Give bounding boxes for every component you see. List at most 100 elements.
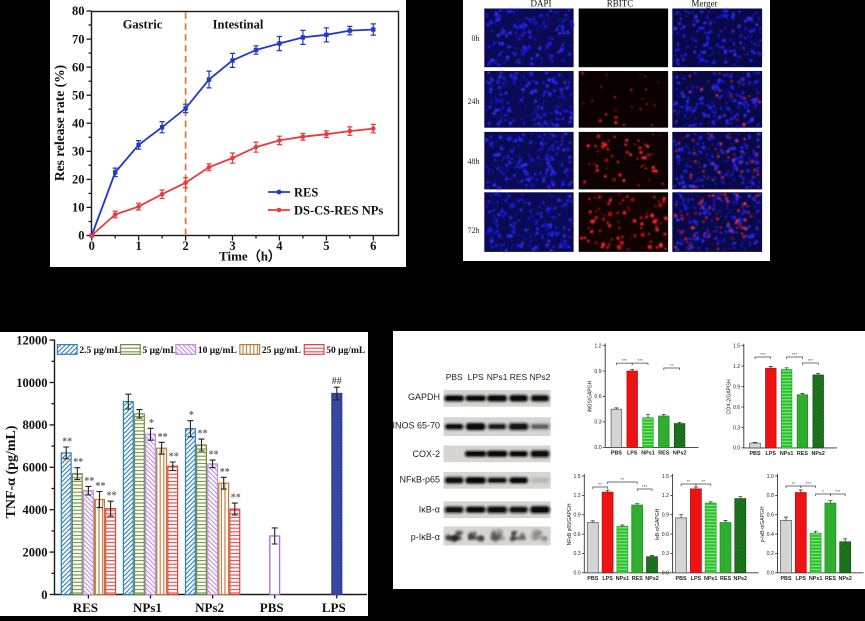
svg-text:NFκB-p65: NFκB-p65	[399, 474, 440, 484]
svg-text:0.9: 0.9	[573, 513, 580, 519]
svg-text:12000: 12000	[16, 333, 47, 347]
svg-text:**: **	[702, 479, 706, 484]
svg-text:0: 0	[78, 229, 84, 243]
svg-text:NPs1: NPs1	[641, 450, 655, 456]
svg-text:NPs1: NPs1	[133, 600, 162, 615]
svg-text:NPs1: NPs1	[616, 576, 630, 582]
svg-text:10 μg/mL: 10 μg/mL	[198, 346, 237, 356]
svg-text:RES: RES	[720, 576, 731, 582]
svg-text:LPS: LPS	[602, 576, 613, 582]
svg-text:LPS: LPS	[627, 450, 638, 456]
svg-text:PBS: PBS	[260, 600, 284, 615]
svg-text:24h: 24h	[468, 97, 480, 106]
svg-text:p-IκB-α/GAPGH: p-IκB-α/GAPGH	[760, 506, 766, 542]
svg-text:DAPI: DAPI	[530, 0, 551, 9]
svg-text:4000: 4000	[23, 503, 48, 517]
svg-text:0.3: 0.3	[662, 551, 669, 557]
svg-text:NPs2: NPs2	[530, 372, 551, 382]
svg-text:0.3: 0.3	[733, 425, 740, 431]
svg-text:PBS: PBS	[446, 372, 463, 382]
svg-text:50 μg/mL: 50 μg/mL	[326, 346, 365, 356]
svg-text:0.0: 0.0	[662, 571, 669, 577]
svg-text:LPS: LPS	[691, 576, 702, 582]
svg-text:NPs1: NPs1	[809, 576, 823, 582]
svg-text:**: **	[598, 482, 602, 487]
svg-text:GAPDH: GAPDH	[408, 392, 440, 402]
svg-text:10: 10	[72, 201, 85, 215]
svg-text:4: 4	[276, 239, 283, 253]
svg-text:COX-2: COX-2	[412, 449, 440, 459]
svg-text:PBS: PBS	[749, 451, 760, 457]
svg-text:*: *	[149, 418, 154, 429]
svg-text:Intestinal: Intestinal	[213, 18, 264, 32]
svg-text:***: ***	[835, 489, 841, 494]
svg-text:iNOS/GAPGH: iNOS/GAPGH	[588, 380, 594, 412]
svg-text:***: ***	[806, 481, 812, 486]
svg-text:Merger: Merger	[691, 0, 717, 9]
svg-text:0: 0	[89, 239, 95, 253]
svg-text:0.9: 0.9	[662, 513, 669, 519]
svg-text:**: **	[220, 467, 230, 478]
svg-text:**: **	[792, 481, 796, 486]
svg-text:IκB-α/GAPGH: IκB-α/GAPGH	[655, 508, 661, 540]
svg-text:LPS: LPS	[322, 600, 346, 615]
svg-text:20: 20	[72, 173, 85, 187]
svg-text:**: **	[231, 493, 241, 504]
svg-text:0.0: 0.0	[767, 571, 774, 577]
svg-text:NPs2: NPs2	[645, 576, 659, 582]
svg-text:Res release rate (%): Res release rate (%)	[52, 65, 67, 181]
svg-text:0.3: 0.3	[594, 420, 601, 426]
svg-text:***: ***	[642, 484, 648, 489]
svg-text:LPS: LPS	[766, 451, 777, 457]
svg-text:NPs2: NPs2	[811, 451, 825, 457]
svg-text:RES: RES	[73, 600, 98, 615]
svg-text:0.6: 0.6	[594, 394, 601, 400]
svg-text:70: 70	[72, 32, 85, 46]
svg-text:Gastric: Gastric	[123, 18, 163, 32]
svg-text:1.2: 1.2	[594, 343, 601, 349]
svg-text:RES: RES	[658, 450, 669, 456]
svg-text:0.6: 0.6	[767, 513, 774, 519]
svg-text:NPs2: NPs2	[734, 576, 748, 582]
svg-text:***: ***	[760, 352, 766, 357]
svg-text:RES: RES	[632, 576, 643, 582]
svg-text:NPs2: NPs2	[673, 450, 687, 456]
svg-text:***: ***	[637, 358, 643, 363]
svg-text:1.5: 1.5	[573, 474, 580, 480]
svg-text:0.0: 0.0	[573, 571, 580, 577]
svg-text:0.2: 0.2	[767, 551, 774, 557]
svg-text:6: 6	[370, 239, 376, 253]
svg-text:5: 5	[323, 239, 329, 253]
svg-text:0.0: 0.0	[733, 446, 740, 452]
svg-text:RBITC: RBITC	[607, 0, 634, 9]
svg-text:**: **	[209, 450, 219, 461]
svg-text:LPS: LPS	[468, 372, 484, 382]
svg-text:NPs2: NPs2	[195, 600, 224, 615]
svg-text:60: 60	[72, 60, 85, 74]
svg-text:NPs1: NPs1	[487, 372, 508, 382]
svg-text:PBS: PBS	[611, 450, 622, 456]
svg-text:**: **	[96, 481, 106, 492]
svg-text:40: 40	[72, 116, 85, 130]
svg-text:NPs1: NPs1	[704, 576, 718, 582]
svg-text:50: 50	[72, 88, 85, 102]
svg-text:0.6: 0.6	[662, 532, 669, 538]
svg-text:10000: 10000	[16, 376, 47, 390]
svg-text:**: **	[84, 476, 94, 487]
svg-text:PBS: PBS	[676, 576, 687, 582]
svg-text:TNF-α (pg/mL): TNF-α (pg/mL)	[4, 425, 19, 518]
svg-text:48h: 48h	[468, 157, 480, 166]
svg-text:1.5: 1.5	[733, 344, 740, 350]
svg-text:**: **	[169, 452, 179, 463]
svg-text:2: 2	[182, 239, 188, 253]
svg-text:**: **	[107, 491, 117, 502]
svg-text:1.2: 1.2	[662, 493, 669, 499]
svg-text:RES: RES	[825, 576, 836, 582]
svg-text:##: ##	[332, 376, 342, 387]
svg-text:**: **	[158, 432, 168, 443]
svg-text:**: **	[198, 429, 208, 440]
svg-text:30: 30	[72, 145, 85, 159]
svg-text:1: 1	[135, 239, 141, 253]
svg-text:INOS 65-70: INOS 65-70	[393, 421, 440, 431]
svg-text:COX-2/GAPGH: COX-2/GAPGH	[726, 379, 732, 414]
